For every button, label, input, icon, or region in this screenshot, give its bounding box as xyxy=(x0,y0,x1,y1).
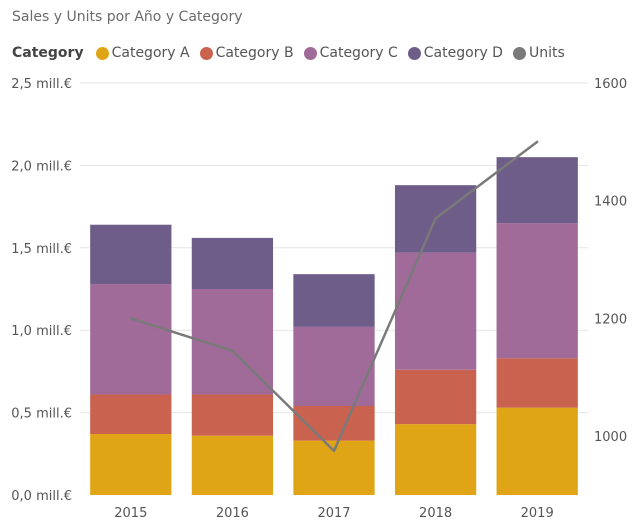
bar-category-a-2015 xyxy=(90,434,172,495)
bar-category-a-2016 xyxy=(191,435,274,495)
y-axis-tick-label: 0,5 mill.€ xyxy=(11,407,72,422)
units-point-2015 xyxy=(129,317,132,320)
units-point-2017 xyxy=(332,449,336,453)
y2-axis-tick-label: 1600 xyxy=(594,77,627,92)
bar-category-a-2019 xyxy=(496,407,578,495)
legend-item-category-b[interactable]: Category B xyxy=(199,45,294,61)
legend-title: Category xyxy=(12,45,84,61)
y-axis-tick-label: 1,0 mill.€ xyxy=(11,324,72,339)
legend-label-units: Units xyxy=(528,45,565,61)
legend-swatch-category-c xyxy=(303,46,317,60)
x-axis-tick-label: 2018 xyxy=(419,506,452,521)
legend-item-category-c[interactable]: Category C xyxy=(303,45,398,61)
x-axis-tick-label: 2015 xyxy=(114,506,147,521)
y-axis-tick-label: 0,0 mill.€ xyxy=(11,489,72,504)
bar-category-c-2017 xyxy=(293,326,375,407)
y-axis-tick-label: 1,5 mill.€ xyxy=(11,242,72,257)
bar-category-a-2018 xyxy=(394,424,477,495)
x-axis-tick-label: 2019 xyxy=(521,506,554,521)
bar-category-c-2019 xyxy=(496,223,578,359)
legend-label-category-d: Category D xyxy=(423,45,503,61)
bar-category-b-2018 xyxy=(394,369,477,425)
bar-category-d-2016 xyxy=(191,237,274,289)
bar-category-d-2017 xyxy=(293,274,375,327)
y-axis-tick-label: 2,0 mill.€ xyxy=(11,159,72,174)
chart-title: Sales y Units por Año y Category xyxy=(12,9,243,25)
bar-category-c-2018 xyxy=(394,252,477,370)
legend-swatch-units xyxy=(512,46,526,60)
legend-item-category-d[interactable]: Category D xyxy=(407,45,503,61)
bar-category-c-2015 xyxy=(90,284,172,395)
bar-category-b-2015 xyxy=(90,394,172,435)
y2-axis-tick-label: 1400 xyxy=(594,195,627,210)
legend-swatch-category-d xyxy=(407,46,421,60)
x-axis-tick-label: 2016 xyxy=(216,506,249,521)
bar-category-b-2019 xyxy=(496,358,578,408)
bar-category-d-2015 xyxy=(90,224,172,285)
legend-label-category-a: Category A xyxy=(111,45,190,61)
y2-axis-tick-label: 1000 xyxy=(594,430,627,445)
units-point-2018 xyxy=(434,217,437,220)
chart-legend: Category Category A Category B Category … xyxy=(12,44,575,62)
legend-swatch-category-a xyxy=(95,46,109,60)
y2-axis-tick-label: 1200 xyxy=(594,312,627,327)
legend-swatch-category-b xyxy=(199,46,213,60)
legend-item-category-a[interactable]: Category A xyxy=(95,45,190,61)
bar-category-b-2016 xyxy=(191,394,274,436)
bar-category-d-2019 xyxy=(496,157,578,224)
x-axis-tick-label: 2017 xyxy=(317,506,350,521)
legend-label-category-b: Category B xyxy=(215,45,294,61)
units-point-2019 xyxy=(536,140,539,144)
units-point-2016 xyxy=(231,349,234,352)
legend-label-category-c: Category C xyxy=(319,45,398,61)
y-axis-tick-label: 2,5 mill.€ xyxy=(11,77,72,92)
legend-item-units[interactable]: Units xyxy=(512,45,565,61)
